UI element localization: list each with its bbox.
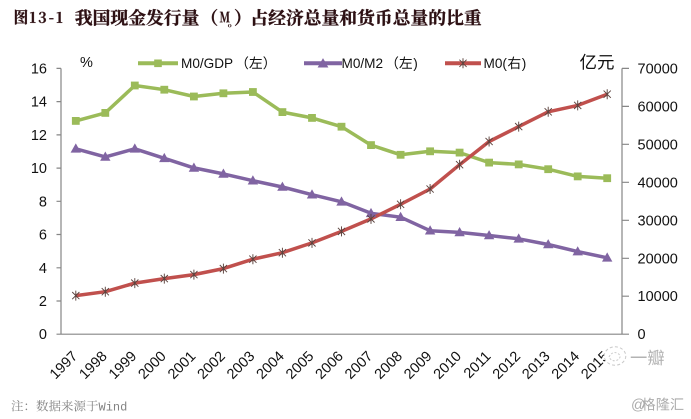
svg-text:8: 8 [39,194,47,210]
svg-text:M0/M2: M0/M2 [342,56,384,71]
svg-text:Wind: Wind [99,401,128,415]
svg-text:30000: 30000 [638,213,678,229]
svg-text:2: 2 [39,294,47,310]
svg-text:M0(: M0( [484,56,508,71]
svg-text:): ) [522,56,527,71]
svg-text:4: 4 [39,261,47,277]
svg-text:10000: 10000 [638,289,678,305]
svg-text:M0/GDP: M0/GDP [181,56,233,71]
svg-text:20000: 20000 [638,251,678,267]
svg-text:%: % [80,55,93,71]
svg-text:0: 0 [39,327,47,343]
svg-text:14: 14 [31,95,47,111]
svg-text:40000: 40000 [638,175,678,191]
svg-text:10: 10 [31,161,47,177]
svg-text:60000: 60000 [638,99,678,115]
svg-text:0: 0 [638,327,646,343]
svg-text:): ) [413,56,418,71]
svg-text:16: 16 [31,61,47,77]
svg-text:70000: 70000 [638,61,678,77]
svg-text:12: 12 [31,128,47,144]
svg-text:6: 6 [39,228,47,244]
svg-text:50000: 50000 [638,137,678,153]
svg-text:@: @ [631,398,646,414]
